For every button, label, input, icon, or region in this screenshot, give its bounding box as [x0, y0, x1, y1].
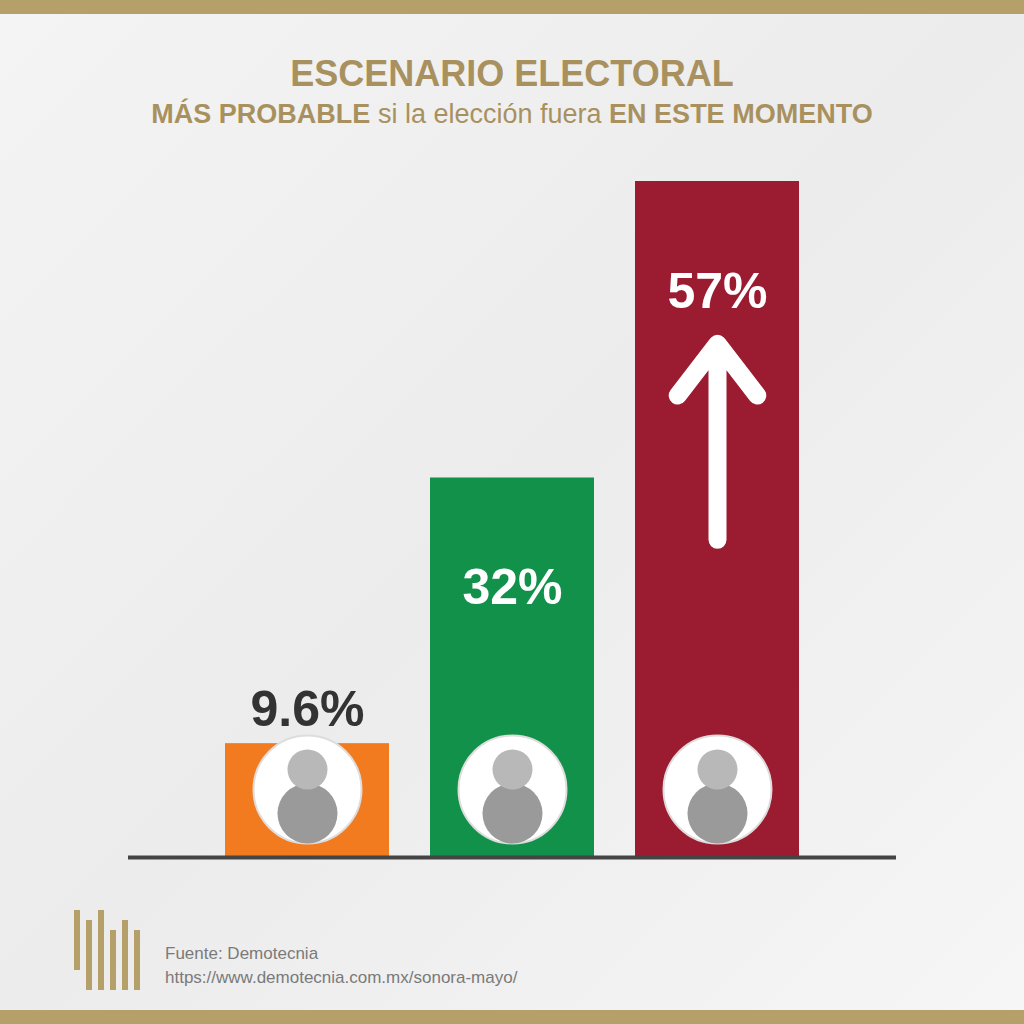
html-text:Fuente: Demotecnia: Fuente: Demotecnia: [165, 944, 319, 963]
html-text:MÁS PROBABLE si la elección fu: MÁS PROBABLE si la elección fuera EN EST…: [151, 99, 873, 129]
svg-text:32%: 32%: [462, 559, 562, 615]
html-text:https://www.demotecnia.com.mx/: https://www.demotecnia.com.mx/sonora-may…: [165, 968, 518, 987]
html-text:ESCENARIO ELECTORAL: ESCENARIO ELECTORAL: [290, 53, 734, 94]
svg-text:9.6%: 9.6%: [251, 681, 365, 737]
svg-text:57%: 57%: [667, 263, 767, 319]
